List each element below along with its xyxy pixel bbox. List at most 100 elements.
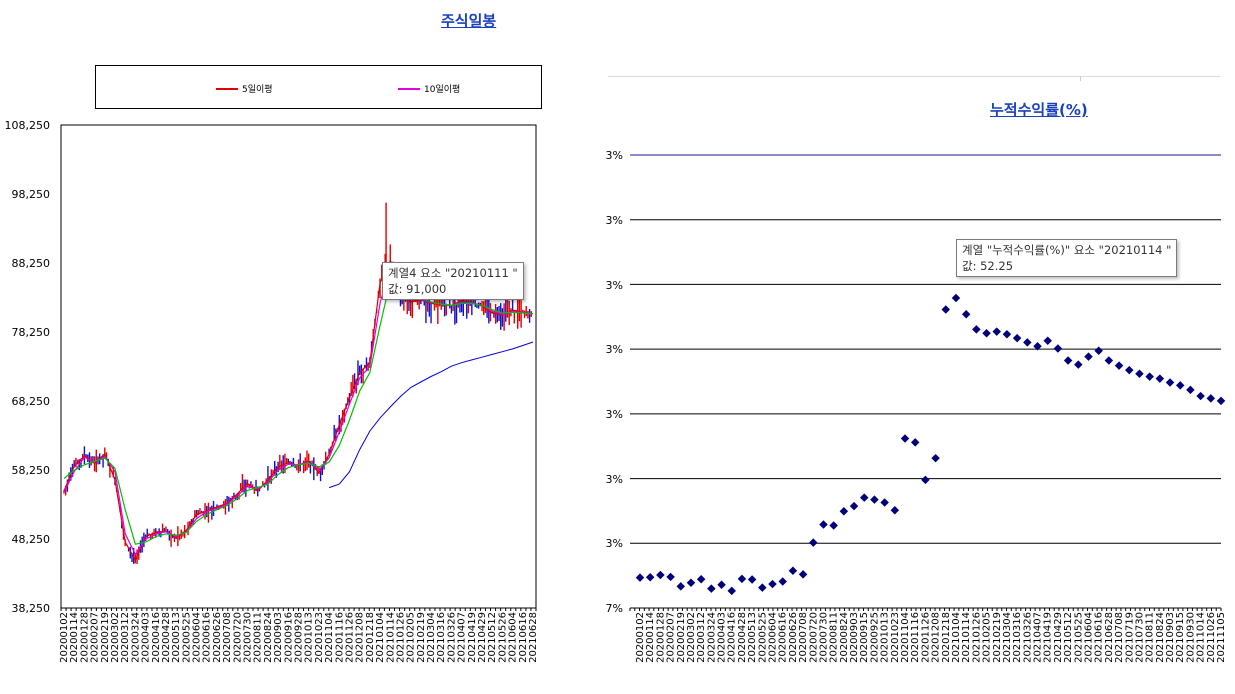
- x-tick-label: 20200708: [798, 612, 809, 663]
- x-tick-label: 20210429: [1053, 612, 1064, 663]
- x-tick-label: 20200626: [788, 612, 799, 663]
- x-tick-label: 20200403: [141, 612, 152, 663]
- x-tick-label: 20210708: [1114, 612, 1125, 663]
- data-point: [982, 329, 991, 338]
- x-tick-label: 20211026: [1206, 612, 1217, 663]
- data-point: [1155, 374, 1165, 383]
- data-point: [849, 501, 859, 511]
- x-tick-label: 20200720: [232, 612, 243, 663]
- x-tick-label: 20200324: [130, 612, 141, 663]
- data-point: [778, 577, 787, 586]
- x-tick-label: 20200102: [635, 612, 646, 663]
- x-tick-label: 20210126: [971, 612, 982, 663]
- data-point: [900, 434, 910, 443]
- x-tick-label: 20201104: [900, 612, 911, 663]
- x-tick-label: 20201126: [344, 612, 355, 663]
- y-tick-label: 78,250: [11, 326, 51, 339]
- data-point: [737, 574, 747, 584]
- data-point: [839, 507, 849, 516]
- data-point: [1175, 381, 1185, 390]
- x-tick-label: 20200525: [757, 612, 768, 663]
- data-point: [951, 293, 961, 303]
- data-point: [870, 495, 879, 504]
- x-tick-label: 20200604: [768, 612, 779, 663]
- tooltip-right-line1: 계열 "누적수익률(%)" 요소 "20210114 ": [962, 243, 1172, 257]
- data-point: [910, 438, 920, 447]
- x-tick-label: 20210407: [457, 612, 468, 663]
- data-point: [829, 521, 838, 530]
- y-tick-label: 88,250: [11, 257, 51, 270]
- x-tick-label: 20210930: [1185, 612, 1196, 663]
- data-point: [656, 570, 665, 580]
- x-tick-label: 20200102: [59, 612, 70, 663]
- x-tick-label: 20200428: [161, 612, 172, 663]
- x-tick-label: 20201208: [355, 612, 366, 663]
- x-tick-label: 20200730: [243, 612, 254, 663]
- cumulative-return-chart: 20200102 20200114 20200128 20200207 20200219…: [629, 154, 1227, 663]
- x-tick-label: 20200324: [706, 612, 717, 663]
- x-tick-label: 20210903: [1165, 612, 1176, 663]
- x-tick-label: 20200207: [666, 612, 677, 663]
- data-point: [1074, 360, 1083, 369]
- x-tick-label: 20210104: [951, 612, 962, 663]
- data-point: [645, 573, 655, 582]
- x-tick-label: 20200708: [222, 612, 233, 663]
- data-point: [707, 584, 716, 593]
- series-line: [63, 280, 534, 545]
- x-tick-label: 20201116: [334, 612, 345, 663]
- data-point: [931, 453, 940, 463]
- x-tick-label: 20200416: [151, 612, 162, 663]
- x-tick-label: 20200114: [69, 612, 80, 663]
- data-point: [809, 538, 818, 547]
- x-tick-label: 20210616: [518, 612, 529, 663]
- data-point: [1114, 361, 1124, 370]
- tooltip-right-line2: 값: 52.25: [962, 259, 1014, 273]
- data-point: [1084, 352, 1093, 361]
- x-tick-label: 20200824: [839, 612, 850, 663]
- data-point: [1002, 330, 1012, 339]
- data-point: [1135, 369, 1144, 378]
- data-point: [666, 572, 675, 582]
- legend: 5일이평 10일이평: [95, 65, 542, 109]
- data-point: [1033, 341, 1042, 351]
- x-tick-label: 20210316: [436, 612, 447, 663]
- data-point: [696, 574, 706, 584]
- x-tick-label: 20210326: [1022, 612, 1033, 663]
- x-tick-label: 20210628: [1104, 612, 1115, 663]
- y-tick-label-right: 3%: [605, 537, 623, 550]
- y-tick-label-right: 3%: [605, 473, 623, 486]
- data-point: [635, 573, 645, 582]
- x-tick-label: 20210316: [1012, 612, 1023, 663]
- y-tick-label: 108,250: [4, 119, 51, 132]
- data-point: [676, 582, 686, 591]
- x-tick-label: 20200219: [676, 612, 687, 663]
- x-tick-label: 20200915: [859, 612, 870, 663]
- x-tick-label: 20210604: [1083, 612, 1094, 663]
- x-tick-label: 20210915: [1175, 612, 1186, 663]
- y-tick-label-right: 7%: [605, 602, 623, 615]
- x-tick-label: 20200626: [212, 612, 223, 663]
- tooltip-left-line2: 값: 91,000: [388, 282, 447, 296]
- y-tick-label-right: 3%: [605, 214, 623, 227]
- legend-item-ma10: 10일이평: [398, 82, 460, 95]
- legend-label-ma10: 10일이평: [424, 85, 461, 95]
- data-point: [1196, 391, 1205, 401]
- x-tick-label: 20200720: [808, 612, 819, 663]
- x-tick-label: 20210604: [508, 612, 519, 663]
- legend-item-ma5: 5일이평: [216, 82, 273, 95]
- data-point: [1165, 378, 1175, 387]
- x-tick-label: 20200207: [90, 612, 101, 663]
- data-point: [880, 498, 889, 507]
- data-point: [686, 578, 696, 588]
- y-tick-label: 98,250: [11, 188, 51, 201]
- data-point: [1104, 356, 1114, 365]
- data-point: [727, 586, 736, 596]
- x-tick-label: 20210219: [416, 612, 427, 663]
- x-tick-label: 20210205: [406, 612, 417, 663]
- x-tick-label: 20210419: [467, 612, 478, 663]
- data-point: [1023, 338, 1032, 347]
- data-point: [961, 309, 971, 319]
- legend-label-ma5: 5일이평: [242, 85, 273, 95]
- x-tick-label: 20210126: [395, 612, 406, 663]
